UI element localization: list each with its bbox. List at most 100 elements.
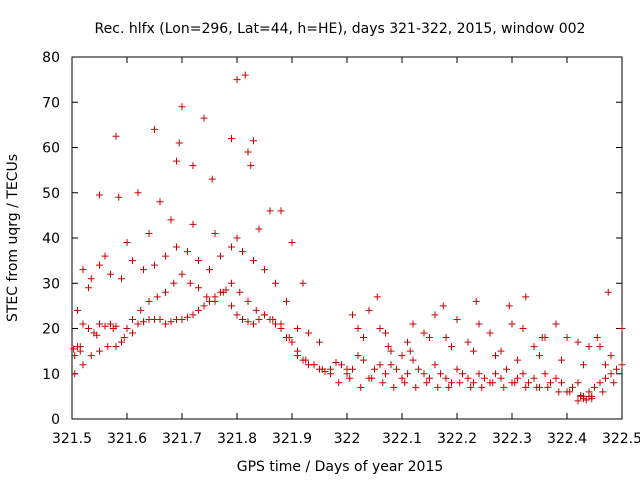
x-axis-label: GPS time / Days of year 2015 bbox=[237, 459, 444, 475]
y-tick-label: 30 bbox=[42, 276, 60, 292]
data-point bbox=[123, 325, 131, 332]
data-point bbox=[189, 162, 197, 170]
data-point bbox=[538, 334, 546, 342]
data-point bbox=[228, 134, 235, 142]
data-point bbox=[582, 396, 590, 404]
data-point bbox=[74, 306, 81, 314]
data-point bbox=[203, 293, 211, 301]
data-point bbox=[406, 347, 414, 355]
data-point bbox=[558, 356, 565, 364]
data-point bbox=[167, 216, 175, 224]
data-point bbox=[404, 370, 411, 378]
data-point bbox=[244, 297, 252, 305]
data-point bbox=[382, 329, 389, 337]
data-point bbox=[610, 379, 618, 387]
y-tick-label: 70 bbox=[42, 95, 60, 111]
data-point bbox=[93, 331, 101, 339]
data-point bbox=[514, 356, 521, 364]
data-point bbox=[522, 383, 530, 391]
data-point bbox=[228, 279, 235, 287]
data-point bbox=[118, 275, 125, 283]
data-points bbox=[70, 71, 626, 405]
data-point bbox=[541, 370, 549, 378]
data-point bbox=[368, 374, 376, 382]
data-point bbox=[596, 343, 604, 351]
data-point bbox=[236, 288, 244, 296]
data-point bbox=[563, 334, 571, 342]
data-point bbox=[211, 297, 219, 305]
x-tick-label: 321.6 bbox=[107, 431, 147, 447]
data-point bbox=[85, 284, 92, 292]
data-point bbox=[310, 361, 318, 369]
data-point bbox=[269, 315, 277, 323]
data-point bbox=[85, 325, 92, 332]
data-point bbox=[241, 71, 249, 79]
data-point bbox=[170, 279, 178, 287]
data-point bbox=[464, 338, 472, 346]
data-point bbox=[467, 383, 475, 391]
data-point bbox=[184, 313, 191, 321]
data-point bbox=[288, 338, 296, 346]
data-point bbox=[137, 306, 145, 314]
y-tick-label: 10 bbox=[42, 367, 60, 383]
data-point bbox=[294, 347, 301, 355]
data-point bbox=[566, 388, 574, 396]
data-point bbox=[79, 266, 87, 274]
data-point bbox=[96, 347, 103, 355]
data-point bbox=[384, 343, 392, 351]
data-point bbox=[228, 302, 235, 310]
data-point bbox=[431, 361, 439, 369]
data-point bbox=[456, 379, 464, 387]
y-tick-label: 40 bbox=[42, 231, 60, 247]
data-point bbox=[401, 379, 409, 387]
data-point bbox=[195, 284, 202, 292]
data-point bbox=[453, 365, 461, 373]
data-point bbox=[459, 370, 466, 378]
data-point bbox=[283, 297, 290, 305]
data-point bbox=[332, 358, 340, 366]
data-point bbox=[387, 361, 395, 369]
data-point bbox=[379, 379, 387, 387]
x-tick-label: 322.3 bbox=[492, 431, 532, 447]
data-point bbox=[555, 388, 563, 396]
data-point bbox=[387, 347, 395, 355]
data-point bbox=[175, 139, 183, 147]
data-point bbox=[140, 266, 147, 274]
data-point bbox=[343, 365, 351, 373]
y-axis-label: STEC from uqrg / TECUs bbox=[5, 154, 21, 322]
data-point bbox=[316, 338, 323, 346]
data-point bbox=[393, 365, 400, 373]
data-point bbox=[189, 220, 197, 228]
data-point bbox=[439, 302, 447, 310]
data-point bbox=[354, 325, 362, 332]
data-point bbox=[596, 379, 604, 387]
data-point bbox=[208, 175, 216, 183]
data-point bbox=[354, 352, 362, 360]
data-point bbox=[151, 261, 158, 269]
data-point bbox=[247, 162, 255, 170]
data-point bbox=[195, 306, 202, 314]
data-point bbox=[272, 279, 279, 287]
data-point bbox=[602, 361, 609, 369]
data-point bbox=[497, 374, 505, 382]
y-tick-label: 60 bbox=[42, 141, 60, 157]
data-point bbox=[475, 370, 483, 378]
data-point bbox=[261, 266, 268, 274]
data-point bbox=[217, 252, 224, 260]
data-point bbox=[552, 374, 560, 382]
data-point bbox=[409, 356, 417, 364]
data-point bbox=[404, 338, 411, 346]
data-point bbox=[156, 198, 164, 206]
data-point bbox=[120, 334, 128, 342]
x-tick-label: 322 bbox=[334, 431, 361, 447]
data-point bbox=[112, 132, 120, 140]
data-point bbox=[522, 293, 530, 301]
data-point bbox=[470, 379, 477, 387]
data-point bbox=[618, 325, 626, 332]
data-point bbox=[79, 361, 87, 369]
data-point bbox=[244, 148, 252, 156]
data-point bbox=[349, 311, 356, 319]
data-point bbox=[79, 320, 87, 328]
data-point bbox=[519, 370, 527, 378]
x-tick-label: 322.2 bbox=[437, 431, 477, 447]
